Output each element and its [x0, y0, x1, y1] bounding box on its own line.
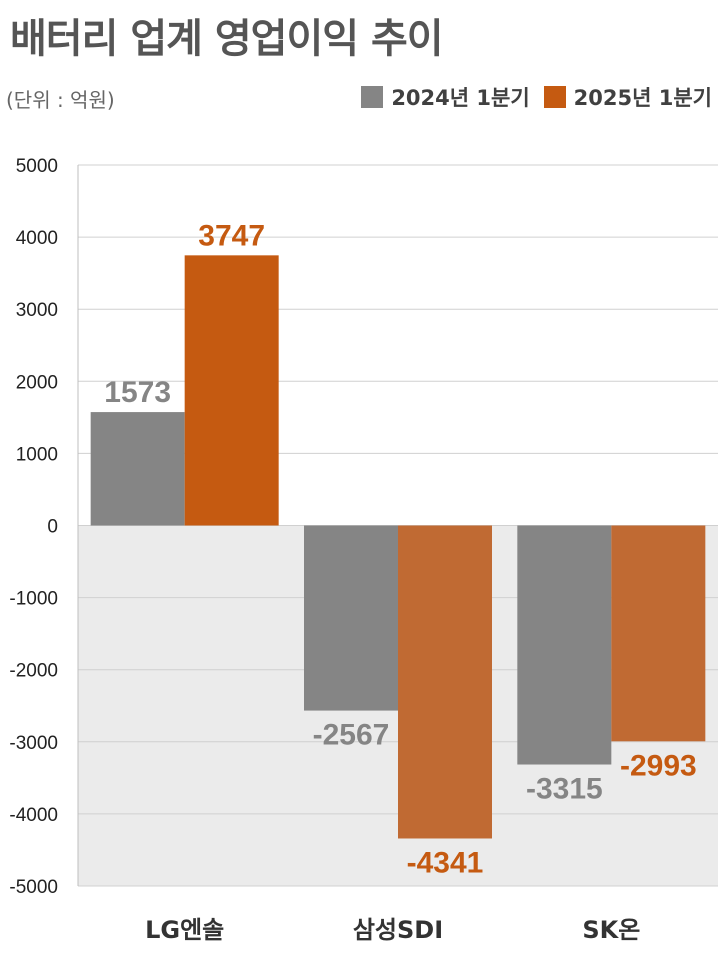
- data-label-2024: -2567: [313, 719, 390, 752]
- legend-swatch-2025: [543, 86, 566, 108]
- data-label-2025: -4341: [407, 846, 484, 879]
- y-tick-label: 4000: [16, 228, 58, 249]
- bar-2025: [184, 255, 279, 526]
- y-tick-label: 1000: [16, 444, 58, 465]
- data-label-2025: -2993: [620, 749, 697, 782]
- category-label: SK온: [582, 916, 640, 944]
- unit-label: (단위 : 억원): [6, 88, 115, 112]
- y-tick-label: -5000: [9, 877, 58, 898]
- y-tick-label: 5000: [16, 156, 58, 177]
- legend-swatch-2024: [361, 86, 384, 108]
- y-tick-label: -4000: [9, 805, 58, 826]
- y-tick-label: -1000: [9, 589, 58, 610]
- category-label: LG엔솔: [145, 916, 224, 944]
- legend-label-2024: 2024년 1분기: [391, 86, 530, 110]
- data-label-2025: 3747: [198, 219, 265, 252]
- bar-2025: [611, 525, 706, 742]
- y-tick-label: -2000: [9, 661, 58, 682]
- y-tick-label: 2000: [16, 372, 58, 393]
- bar-2024: [304, 525, 398, 711]
- bar-2024: [90, 412, 185, 526]
- y-tick-label: -3000: [9, 733, 58, 754]
- data-label-2024: -3315: [526, 773, 603, 806]
- bar-2025: [398, 525, 492, 839]
- legend-entry-2025: 2025년 1분기: [543, 82, 712, 112]
- bar-2024: [517, 525, 612, 765]
- chart-title: 배터리 업계 영업이익 추이: [10, 16, 444, 62]
- category-label: 삼성SDI: [353, 916, 443, 944]
- y-tick-label: 3000: [16, 300, 58, 321]
- data-label-2024: 1573: [104, 376, 171, 409]
- y-tick-label: 0: [47, 517, 58, 538]
- legend: 2024년 1분기 2025년 1분기: [361, 82, 712, 112]
- legend-entry-2024: 2024년 1분기: [361, 82, 530, 112]
- legend-label-2025: 2025년 1분기: [573, 86, 712, 110]
